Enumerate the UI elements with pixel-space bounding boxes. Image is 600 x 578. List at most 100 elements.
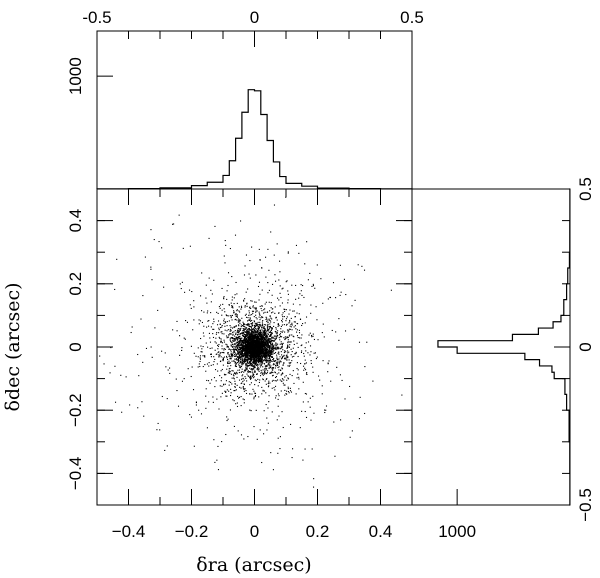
scatter-point	[307, 279, 309, 281]
scatter-point	[265, 344, 267, 347]
scatter-point	[256, 347, 258, 349]
x-tick-label: 0.2	[306, 522, 330, 541]
scatter-point	[241, 352, 243, 354]
scatter-point	[246, 345, 248, 347]
scatter-point	[271, 360, 273, 363]
scatter-point	[234, 338, 236, 340]
scatter-point	[285, 324, 288, 326]
scatter-point	[212, 333, 214, 335]
scatter-point	[249, 347, 251, 349]
scatter-point	[276, 346, 278, 348]
scatter-point	[275, 342, 277, 344]
scatter-point	[242, 340, 244, 342]
scatter-point	[258, 326, 260, 328]
scatter-point	[239, 328, 241, 330]
scatter-point	[247, 358, 249, 360]
scatter-point	[248, 330, 250, 332]
scatter-point	[339, 374, 341, 376]
scatter-point	[190, 345, 192, 347]
scatter-point	[290, 317, 292, 319]
scatter-point	[261, 336, 263, 338]
scatter-point	[279, 305, 281, 307]
scatter-point	[244, 369, 247, 371]
scatter-point	[324, 411, 326, 414]
scatter-point	[258, 356, 260, 358]
scatter-point	[264, 380, 266, 382]
scatter-point	[263, 433, 265, 435]
scatter-point	[249, 361, 251, 363]
scatter-point	[231, 342, 233, 344]
scatter-point	[213, 318, 215, 320]
scatter-point	[256, 368, 258, 370]
scatter-point	[274, 351, 277, 354]
scatter-point	[302, 401, 304, 403]
scatter-point	[285, 318, 288, 320]
scatter-point	[267, 351, 269, 353]
scatter-point	[279, 448, 281, 450]
scatter-point	[267, 359, 269, 361]
scatter-point	[259, 366, 261, 368]
scatter-point	[310, 312, 312, 314]
scatter-point	[353, 328, 355, 330]
scatter-point	[246, 348, 248, 350]
scatter-point	[245, 335, 247, 337]
scatter-point	[258, 347, 260, 349]
scatter-point	[251, 333, 253, 335]
scatter-point	[229, 358, 231, 360]
scatter-point	[250, 347, 252, 349]
scatter-point	[252, 339, 254, 341]
scatter-point	[237, 344, 239, 346]
scatter-point	[227, 358, 229, 361]
scatter-point	[246, 365, 248, 367]
scatter-point	[256, 345, 258, 348]
scatter-point	[243, 346, 245, 348]
scatter-point	[257, 348, 259, 350]
scatter-point	[262, 360, 264, 362]
scatter-point	[241, 370, 243, 373]
ra-hist-x-tick-label: 0	[250, 8, 259, 27]
y-tick-label: −0.2	[66, 393, 85, 427]
scatter-point	[243, 399, 245, 401]
scatter-point	[233, 373, 235, 375]
scatter-point	[259, 348, 262, 350]
scatter-point	[221, 309, 223, 311]
scatter-point	[253, 324, 255, 327]
scatter-point	[256, 356, 258, 358]
scatter-point	[259, 314, 261, 316]
scatter-point	[249, 384, 251, 386]
scatter-point	[253, 343, 255, 345]
scatter-point	[275, 376, 278, 378]
scatter-point	[269, 367, 271, 369]
scatter-points	[99, 196, 403, 488]
scatter-point	[256, 373, 258, 375]
scatter-point	[226, 419, 228, 422]
scatter-point	[366, 341, 368, 343]
scatter-point	[271, 347, 273, 349]
scatter-point	[246, 353, 248, 355]
scatter-point	[229, 394, 232, 397]
scatter-point	[245, 338, 247, 340]
scatter-point	[263, 390, 265, 392]
scatter-point	[267, 352, 269, 354]
scatter-point	[265, 392, 267, 394]
scatter-point	[281, 357, 283, 359]
scatter-point	[280, 328, 282, 330]
scatter-point	[231, 296, 233, 298]
scatter-point	[263, 344, 266, 346]
scatter-point	[208, 320, 210, 322]
scatter-point	[268, 301, 270, 303]
scatter-point	[246, 303, 248, 305]
scatter-panel: −0.4 −0.2 0 0.2 0.4−0.4−0.200.20.4 δra (arcs…	[2, 188, 413, 576]
scatter-point	[267, 341, 269, 343]
scatter-point	[267, 370, 269, 372]
scatter-point	[262, 390, 264, 392]
scatter-point	[268, 357, 270, 359]
scatter-point	[231, 355, 233, 357]
scatter-point	[223, 320, 225, 322]
scatter-point	[214, 386, 216, 388]
scatter-point	[283, 355, 285, 357]
scatter-point	[249, 344, 251, 346]
scatter-point	[249, 354, 251, 356]
scatter-point	[221, 287, 223, 290]
scatter-point	[239, 354, 241, 356]
